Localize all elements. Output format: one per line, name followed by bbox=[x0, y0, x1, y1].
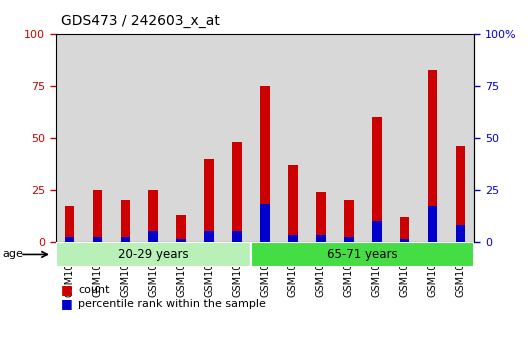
Bar bbox=[260, 86, 270, 241]
Text: age: age bbox=[3, 249, 23, 259]
Bar bbox=[307, 34, 335, 242]
Bar bbox=[93, 190, 102, 242]
Bar bbox=[251, 241, 474, 267]
Bar bbox=[419, 34, 446, 242]
Bar bbox=[400, 217, 410, 241]
Bar bbox=[279, 34, 307, 242]
Bar bbox=[372, 117, 382, 242]
Bar bbox=[84, 34, 111, 242]
Bar bbox=[195, 34, 223, 242]
Bar bbox=[344, 200, 354, 242]
Text: GDS473 / 242603_x_at: GDS473 / 242603_x_at bbox=[61, 14, 220, 28]
Bar bbox=[56, 34, 84, 242]
Bar bbox=[111, 34, 139, 242]
Bar bbox=[428, 206, 437, 242]
Bar bbox=[455, 146, 465, 242]
Bar bbox=[316, 235, 326, 242]
Bar bbox=[139, 34, 167, 242]
Bar bbox=[288, 165, 298, 242]
Bar bbox=[288, 235, 298, 242]
Bar bbox=[455, 225, 465, 241]
Bar bbox=[372, 221, 382, 242]
Bar bbox=[344, 237, 354, 242]
Text: percentile rank within the sample: percentile rank within the sample bbox=[78, 299, 266, 308]
Bar bbox=[65, 206, 75, 242]
Bar bbox=[204, 231, 214, 241]
Bar bbox=[167, 34, 195, 242]
Text: 20-29 years: 20-29 years bbox=[118, 248, 189, 261]
Bar bbox=[148, 190, 158, 242]
Bar bbox=[260, 204, 270, 241]
Bar bbox=[335, 34, 363, 242]
Bar bbox=[232, 142, 242, 242]
Bar bbox=[93, 237, 102, 242]
Bar bbox=[120, 200, 130, 242]
Bar bbox=[316, 192, 326, 242]
Bar bbox=[120, 237, 130, 242]
Text: count: count bbox=[78, 285, 109, 295]
Bar bbox=[223, 34, 251, 242]
Bar bbox=[391, 34, 419, 242]
Bar bbox=[204, 159, 214, 242]
Bar bbox=[176, 239, 186, 241]
Text: ■: ■ bbox=[61, 297, 73, 310]
Bar bbox=[232, 231, 242, 241]
Text: ■: ■ bbox=[61, 283, 73, 296]
Bar bbox=[251, 34, 279, 242]
Bar bbox=[176, 215, 186, 242]
Text: 65-71 years: 65-71 years bbox=[328, 248, 398, 261]
Bar bbox=[148, 231, 158, 241]
Bar bbox=[65, 237, 75, 242]
Bar bbox=[400, 239, 410, 241]
Bar bbox=[428, 70, 437, 241]
Bar bbox=[363, 34, 391, 242]
Bar bbox=[56, 241, 251, 267]
Bar bbox=[446, 34, 474, 242]
